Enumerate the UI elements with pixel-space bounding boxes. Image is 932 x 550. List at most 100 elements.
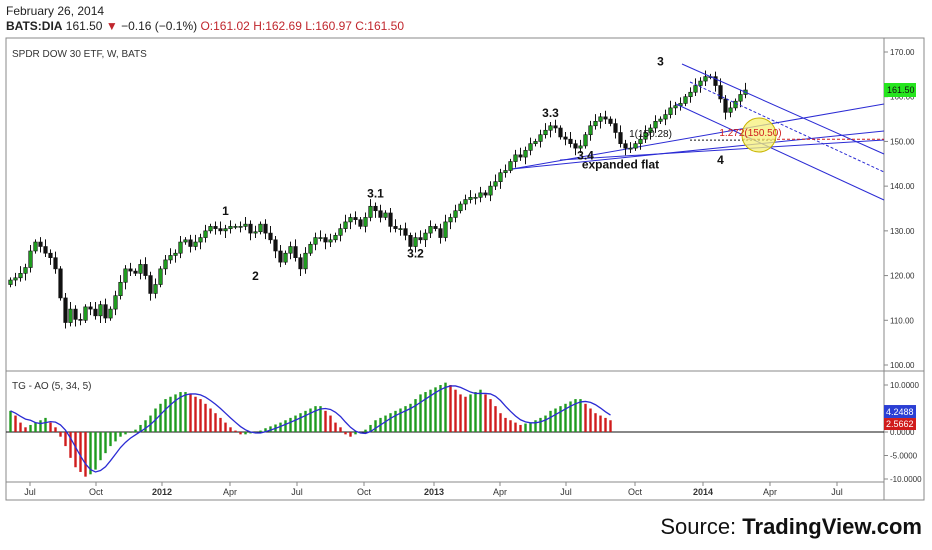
candle-body [688, 91, 693, 98]
candle-body [378, 210, 383, 218]
candle-body [288, 246, 293, 254]
ao-bar [24, 427, 27, 432]
ao-histogram [9, 382, 612, 477]
candle-body [148, 275, 153, 294]
ao-bar [319, 406, 322, 432]
ao-bar [589, 408, 592, 432]
wave-label: 3.1 [367, 186, 384, 200]
ao-bar [574, 399, 577, 432]
candle-body [598, 116, 603, 122]
candle-body [313, 237, 318, 245]
candle-body [533, 141, 538, 144]
price-tick-label: 100.00 [890, 361, 915, 370]
candle-body [648, 127, 653, 133]
ao-bar [429, 389, 432, 432]
ao-bar [424, 392, 427, 432]
ao-bar [369, 424, 372, 432]
candle-body [603, 116, 608, 120]
candle-body [168, 255, 173, 261]
candle-body [323, 237, 328, 243]
ao-bar [229, 427, 232, 432]
price-tick-label: 120.00 [890, 272, 915, 281]
candle-body [258, 223, 263, 233]
ao-bar [354, 432, 357, 435]
chart-overlays-back [511, 103, 885, 170]
candle-body [383, 212, 388, 218]
candle-body [438, 228, 443, 238]
candle-body [108, 308, 113, 319]
candle-body [118, 281, 123, 296]
ao-bar [404, 406, 407, 432]
candle-body [393, 226, 398, 229]
candle-body [618, 132, 623, 144]
ao-badge-signal [884, 405, 916, 419]
candle-body [233, 226, 238, 228]
ao-bar [44, 417, 47, 432]
candle-body [238, 226, 243, 228]
candle-body [58, 268, 63, 299]
candle-body [473, 197, 478, 199]
ao-bar [279, 422, 282, 432]
ao-bar [264, 428, 267, 432]
ao-bar [114, 432, 117, 442]
ao-bar [269, 426, 272, 432]
time-tick-label: Jul [24, 487, 36, 497]
ao-bar [434, 387, 437, 432]
ao-bar [534, 420, 537, 432]
ao-tick-label: -10.0000 [890, 475, 922, 484]
wave-label: 1(150.28) [629, 129, 672, 140]
high-value: H:162.69 [253, 19, 302, 33]
candle-body [593, 121, 598, 127]
ao-bar [179, 392, 182, 432]
ao-bar [514, 422, 517, 432]
candle-body [408, 235, 413, 247]
ao-bar [469, 394, 472, 432]
time-tick-label: Jul [291, 487, 303, 497]
ao-bar [304, 410, 307, 432]
candle-body [628, 147, 633, 150]
ao-bar [59, 432, 62, 437]
candlestick-series [8, 70, 748, 329]
price-tick-label: 140.00 [890, 182, 915, 191]
ao-bar [284, 420, 287, 432]
candle-body [573, 143, 578, 149]
ao-bar [339, 427, 342, 432]
ao-bar [479, 389, 482, 432]
time-tick-label: Apr [763, 487, 777, 497]
candle-body [568, 138, 573, 144]
ao-bar [204, 403, 207, 432]
wave-label: expanded flat [582, 157, 659, 171]
candle-body [508, 161, 513, 171]
ao-bar [249, 432, 252, 434]
low-value: L:160.97 [305, 19, 352, 33]
trend-line-middle [511, 130, 885, 170]
ao-bar [169, 396, 172, 432]
ao-bar [419, 394, 422, 432]
ao-badge-value-text: 2.5662 [886, 419, 914, 429]
ao-bar [224, 422, 227, 432]
candle-body [658, 118, 663, 122]
ao-bar [604, 417, 607, 432]
source-credit: Source: TradingView.com [660, 514, 922, 540]
price-y-axis: 170.00 160.00 150.00 140.00 130.00 120.00 110.… [884, 48, 915, 370]
candle-body [693, 85, 698, 93]
candle-body [488, 185, 493, 196]
candle-body [363, 217, 368, 227]
symbol: BATS:DIA [6, 19, 63, 33]
candle-body [698, 80, 703, 86]
ao-bar [584, 403, 587, 432]
ao-bar [54, 427, 57, 432]
candle-body [468, 197, 473, 200]
last-price-badge-text: 161.50 [887, 85, 915, 95]
time-tick-label: Oct [89, 487, 104, 497]
ao-bar [329, 415, 332, 432]
ao-bar [444, 382, 447, 432]
candle-body [563, 136, 568, 140]
wave-label: 3.2 [407, 247, 424, 261]
candle-body [53, 257, 58, 270]
candle-body [733, 100, 738, 109]
ao-bar [464, 396, 467, 432]
candle-body [73, 308, 78, 320]
